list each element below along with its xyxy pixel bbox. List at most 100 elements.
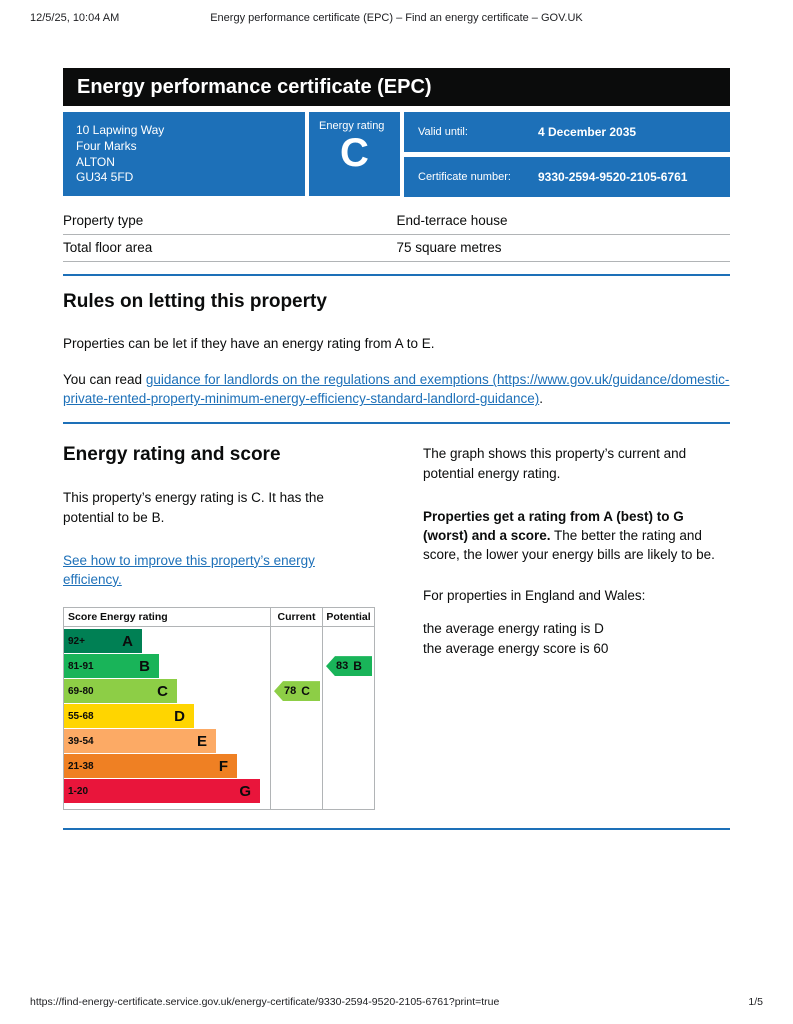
current-rating-marker: 78 C [274,681,320,702]
epc-band-row-a: 92+ A [64,629,270,654]
epc-band-a: 92+ A [64,629,142,654]
epc-band-f: 21-38 F [64,754,237,779]
guidance-prefix: You can read [63,372,146,388]
band-score-range: 21-38 [68,760,94,772]
potential-rating-marker: 83 B [326,656,372,677]
property-address-box: 10 Lapwing Way Four Marks ALTON GU34 5FD [63,112,305,196]
epc-band-row-d: 55-68 D [64,704,270,729]
epc-band-b: 81-91 B [64,654,159,679]
improve-efficiency-link[interactable]: See how to improve this property’s energ… [63,552,315,587]
epc-band-e: 39-54 E [64,729,216,754]
band-score-range: 69-80 [68,685,94,697]
rating-column-right: The graph shows this property’s current … [423,444,730,810]
address-line: 10 Lapwing Way [76,123,165,137]
print-header: Energy performance certificate (EPC) – F… [30,12,763,28]
property-summary-table: Property type End-terrace house Total fl… [63,208,730,262]
validity-boxes: Valid until: 4 December 2035 Certificate… [404,112,730,197]
section-divider [63,422,730,425]
rating-explanation-bold: Properties get a rating from A (best) to… [423,508,684,543]
certificate-number-label: Certificate number: [418,171,511,183]
rating-summary-paragraph: This property’s energy rating is C. It h… [63,490,324,525]
epc-band-rows: 92+ A 81-91 B 69-80 C 55-68 D 39-54 E 21-38 F 1-20 G [64,627,270,809]
average-score-line: the average energy score is 60 [423,640,609,656]
section-divider [63,828,730,831]
rating-explanation: Properties get a rating from A (best) to… [423,507,730,564]
band-score-range: 39-54 [68,735,94,747]
certificate-banner: Energy performance certificate (EPC) [63,68,730,106]
section-divider [63,274,730,276]
certificate-summary: 10 Lapwing Way Four Marks ALTON GU34 5FD… [63,112,730,197]
valid-until-label: Valid until: [418,126,468,138]
band-letter: C [157,682,168,700]
epc-band-c: 69-80 C [64,679,177,704]
marker-letter: C [301,684,310,699]
band-score-range: 92+ [68,635,85,647]
rating-explanation-rest: The better the rating and score, the low… [423,527,715,563]
epc-band-row-g: 1-20 G [64,779,270,804]
band-letter: D [174,707,185,725]
address-line: Four Marks [76,138,137,153]
energy-rating-section: Energy rating and score This property’s … [63,444,730,811]
guidance-paragraph: You can read guidance for landlords on t… [63,370,730,408]
epc-band-row-b: 81-91 B [64,654,270,679]
national-averages: the average energy rating is D the averag… [423,619,730,657]
certificate-number-value: 9330-2594-9520-2105-6761 [538,170,688,184]
marker-score: 83 [336,660,349,673]
energy-rating-box: Energy rating C [309,112,400,196]
current-column-header: Current [271,608,322,628]
band-letter: A [122,632,133,650]
valid-until-value: 4 December 2035 [538,125,637,139]
marker-letter: B [353,659,362,674]
band-letter: G [239,782,251,800]
potential-rating-column: Potential 83 B [322,608,374,810]
row-label: Property type [63,213,144,228]
epc-band-d: 55-68 D [64,704,194,729]
row-label: Total floor area [63,240,153,255]
average-rating-line: the average energy rating is D [423,621,604,637]
guidance-suffix: . [539,391,543,407]
epc-band-row-c: 69-80 C [64,679,270,704]
epc-band-row-f: 21-38 F [64,754,270,779]
band-letter: F [218,757,228,775]
table-row: Property type End-terrace house [63,208,730,235]
row-value: 75 square metres [396,240,502,255]
epc-band-g: 1-20 G [64,779,260,804]
print-header-title: Energy performance certificate (EPC) – F… [210,12,583,24]
energy-rating-value: C [340,131,369,175]
band-score-range: 55-68 [68,710,94,722]
score-column-header: Score [68,611,98,624]
band-letter: B [139,657,150,675]
print-footer: https://find-energy-certificate.service.… [30,996,763,1008]
graph-description: The graph shows this property’s current … [423,446,687,481]
epc-band-row-e: 39-54 E [64,729,270,754]
rules-section-heading: Rules on letting this property [63,291,327,312]
address-line: GU34 5FD [76,170,134,185]
epc-chart-header: Score Energy rating [64,608,270,628]
row-value: End-terrace house [396,213,508,228]
address-line: ALTON [76,154,115,169]
certificate-number-box: Certificate number: 9330-2594-9520-2105-… [404,157,730,197]
landlord-guidance-link[interactable]: guidance for landlords on the regulation… [63,372,730,407]
england-wales-intro: For properties in England and Wales: [423,588,646,604]
table-row: Total floor area 75 square metres [63,235,730,262]
energy-rating-label: Energy rating [319,120,385,132]
valid-until-box: Valid until: 4 December 2035 [404,112,730,152]
potential-column-header: Potential [323,608,374,628]
rating-section-heading: Energy rating and score [63,444,281,466]
epc-chart: Score Energy rating 92+ A 81-91 B 69-80 C 55-6… [63,607,375,811]
rating-column-left: Energy rating and score This property’s … [63,444,375,811]
certificate-content: Energy performance certificate (EPC) 10 … [63,68,730,831]
energy-rating-column-header: Energy rating [100,611,168,624]
current-rating-column: Current 78 C [270,608,322,810]
rules-paragraph: Properties can be let if they have an en… [63,336,435,351]
print-footer-url: https://find-energy-certificate.service.… [30,996,500,1008]
band-score-range: 1-20 [68,785,89,797]
page-number: 1/5 [748,996,763,1008]
certificate-title: Energy performance certificate (EPC) [77,75,432,98]
epc-bands-column: Score Energy rating 92+ A 81-91 B 69-80 C 55-6… [64,608,270,809]
print-timestamp: 12/5/25, 10:04 AM [30,12,128,24]
band-letter: E [196,732,207,750]
marker-score: 78 [284,685,297,698]
band-score-range: 81-91 [68,660,94,672]
